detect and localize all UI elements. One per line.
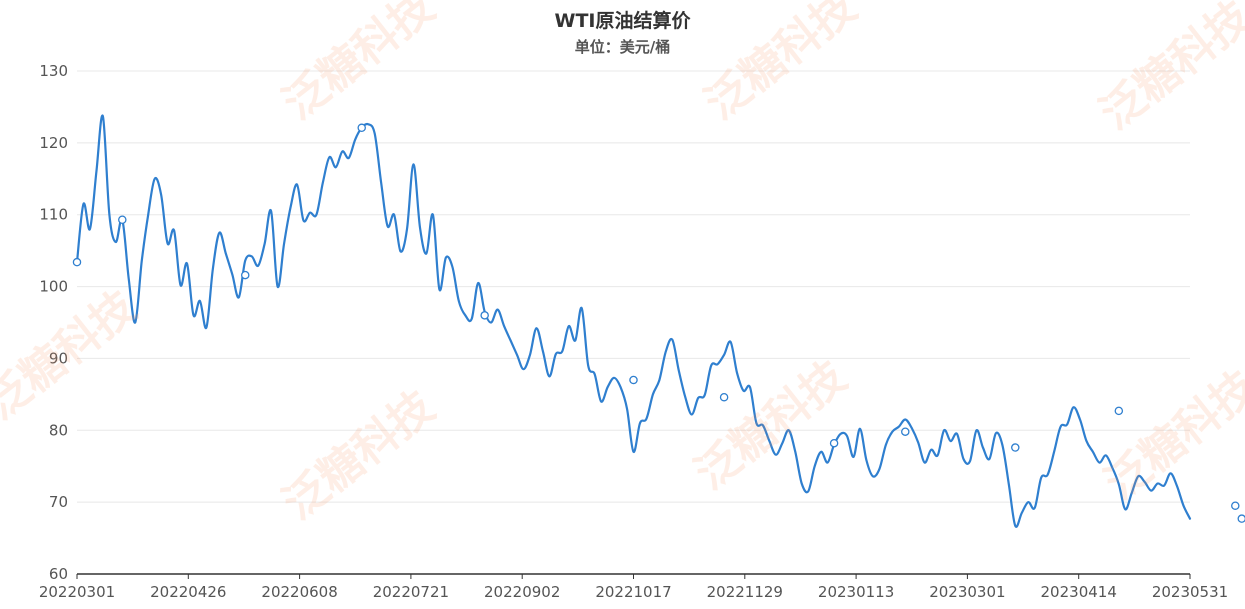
x-tick-label: 20230414 — [1041, 583, 1117, 601]
y-tick-label: 80 — [49, 421, 68, 439]
y-tick-label: 120 — [39, 134, 68, 152]
y-tick-label: 70 — [49, 493, 68, 511]
data-point-marker — [72, 257, 82, 267]
x-tick-label: 20220608 — [261, 583, 337, 601]
data-point-marker — [829, 438, 839, 448]
chart-subtitle: 单位：美元/桶 — [574, 38, 671, 56]
data-point-marker — [240, 270, 250, 280]
data-point-marker — [901, 427, 910, 436]
data-point-marker — [118, 215, 127, 224]
data-point-marker — [357, 123, 366, 133]
data-point-marker — [1237, 514, 1245, 523]
data-point-marker — [719, 392, 729, 402]
chart-title: WTI原油结算价 — [554, 10, 691, 32]
data-point-marker — [1231, 501, 1240, 510]
x-tick-label: 20221017 — [595, 583, 671, 601]
x-tick-label: 20221129 — [707, 583, 783, 601]
data-point-marker — [1114, 406, 1124, 416]
x-tick-label: 20230531 — [1152, 583, 1228, 601]
x-tick-label: 20220301 — [39, 583, 115, 601]
data-point-marker — [480, 311, 489, 320]
data-point-marker — [1011, 443, 1020, 452]
x-tick-label: 20230301 — [929, 583, 1005, 601]
y-tick-label: 90 — [49, 349, 68, 367]
y-tick-label: 130 — [39, 62, 68, 80]
y-tick-label: 60 — [49, 565, 68, 583]
y-tick-label: 110 — [39, 206, 68, 224]
wti-price-line — [75, 114, 1192, 528]
x-tick-label: 20220902 — [484, 583, 560, 601]
x-tick-label: 20220426 — [150, 583, 226, 601]
x-tick-label: 20220721 — [373, 583, 449, 601]
x-tick-label: 20230113 — [818, 583, 894, 601]
y-tick-label: 100 — [39, 278, 68, 296]
data-point-marker — [629, 375, 638, 385]
